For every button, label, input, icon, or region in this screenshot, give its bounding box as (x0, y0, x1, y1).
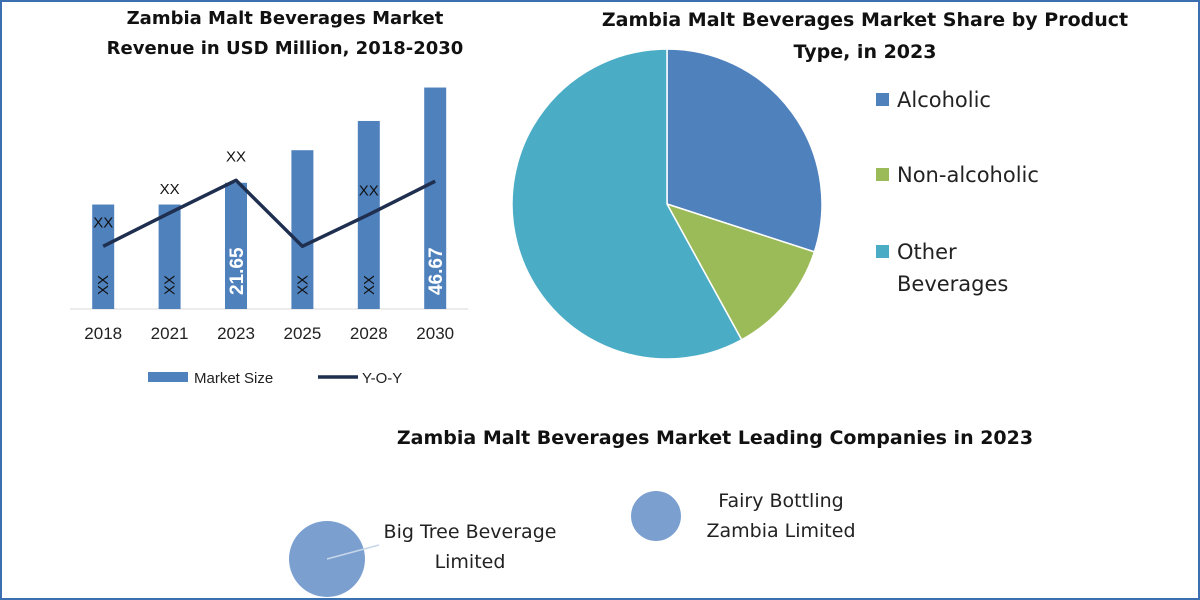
yoy-data-label: XX (226, 148, 246, 165)
yoy-data-label: XX (160, 181, 180, 198)
bar-data-label: XX (361, 275, 378, 295)
bar-2030 (424, 87, 447, 310)
pie-legend-swatch-non-alcoholic (876, 168, 889, 181)
x-tick-label: 2021 (151, 324, 189, 343)
pie-legend-label: Non-alcoholic (897, 163, 1039, 187)
legend-swatch-market-size (148, 372, 188, 382)
bar-line-chart: XX 2018 XX 2021 21.65 2023 XX 2025 XX 2028 46.67 20… (70, 87, 469, 387)
pie-slice-other-beverages (511, 48, 743, 360)
bar-data-label: 46.67 (426, 247, 447, 295)
legend-label-market-size: Market Size (194, 370, 273, 387)
bar-data-label: XX (95, 275, 112, 295)
companies-title: Zambia Malt Beverages Market Leading Com… (396, 427, 1034, 449)
company-name-line-1: Fairy Bottling (718, 490, 844, 512)
pie-slice-alcoholic (666, 48, 823, 253)
bar-data-label: 21.65 (227, 247, 248, 295)
bar-2018 (92, 204, 115, 309)
yoy-data-label: XX (93, 214, 113, 231)
company-name-line-2: Zambia Limited (706, 520, 856, 542)
pie-slice-non-alcoholic (665, 202, 816, 341)
x-tick-label: 2028 (350, 324, 388, 343)
pie-legend-swatch-alcoholic (876, 93, 889, 106)
x-tick-label: 2023 (217, 324, 255, 343)
bar-chart-legend: Market Size Y-O-Y (148, 370, 402, 387)
company-fairy-bottling: Fairy Bottling Zambia Limited (686, 486, 876, 546)
yoy-data-label: XX (359, 183, 379, 200)
x-tick-label: 2018 (84, 324, 122, 343)
x-tick-label: 2030 (416, 324, 454, 343)
x-tick-label: 2025 (283, 324, 321, 343)
pie-chart (511, 48, 823, 360)
company-big-tree-beverage: Big Tree Beverage Limited (375, 517, 565, 577)
company-name-line-1: Big Tree Beverage (383, 521, 557, 543)
pie-legend-label: Alcoholic (897, 88, 991, 112)
bar-data-label: XX (162, 275, 179, 295)
yoy-line (102, 178, 436, 249)
bar-2023 (225, 182, 247, 309)
bar-2025 (291, 150, 314, 309)
pie-legend-swatch-other-beverages (876, 245, 889, 258)
bar-chart-title: Zambia Malt Beverages Market Revenue in … (106, 8, 464, 59)
pie-legend-label: Other Beverages (897, 240, 1009, 296)
bar-data-label: XX (294, 275, 311, 295)
pie-chart-title: Zambia Malt Beverages Market Share by Pr… (601, 9, 1129, 63)
bar-2021 (158, 204, 181, 309)
company-name-line-2: Limited (434, 551, 506, 573)
legend-label-yoy: Y-O-Y (362, 370, 402, 387)
